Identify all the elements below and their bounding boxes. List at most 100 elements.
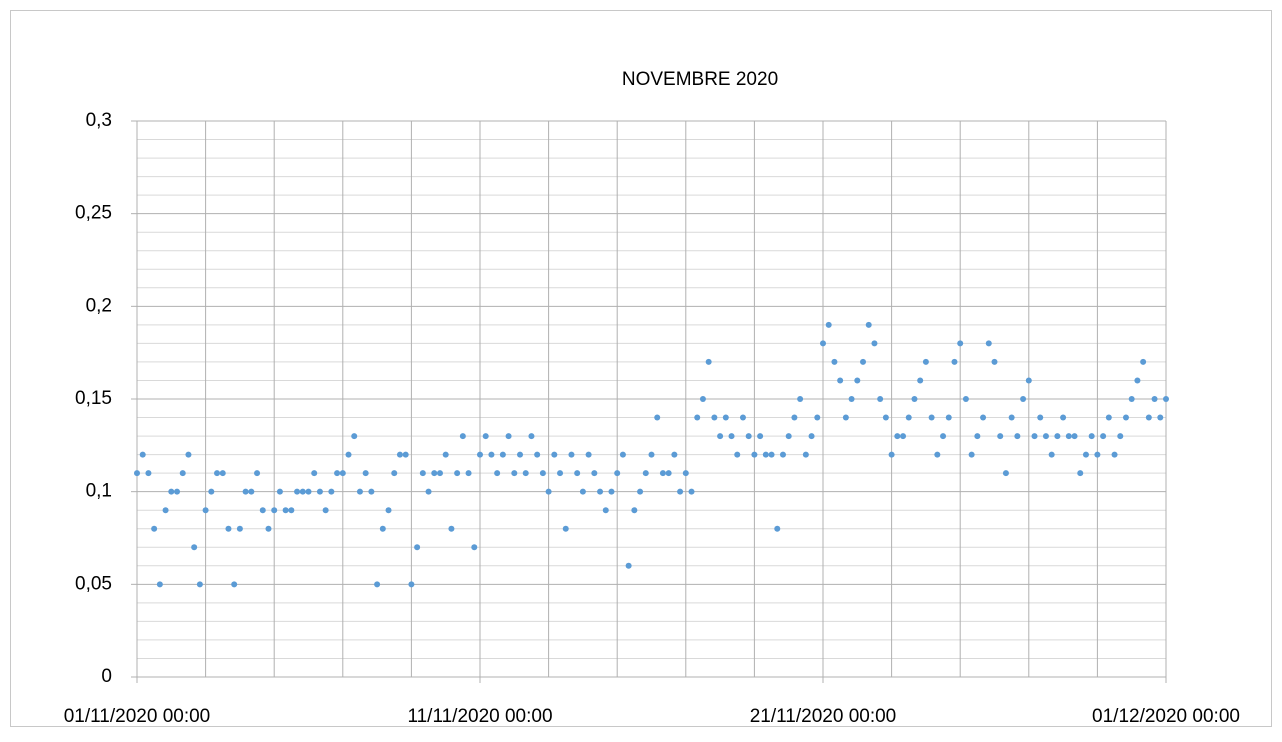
point [877, 396, 884, 402]
y-tick-label: 0,1 [86, 481, 112, 502]
y-tick-label: 0,05 [75, 573, 112, 594]
point [808, 433, 815, 440]
point [477, 451, 483, 458]
point [682, 470, 689, 477]
point [534, 451, 541, 458]
point [436, 470, 443, 477]
point [882, 414, 889, 421]
point [1054, 433, 1061, 440]
point [854, 377, 861, 384]
point [699, 396, 706, 402]
point [1105, 414, 1112, 421]
point [1060, 414, 1067, 421]
point [1128, 396, 1135, 402]
point [745, 433, 752, 440]
point [739, 414, 746, 421]
point [574, 470, 581, 477]
point [1157, 414, 1164, 421]
point [168, 488, 175, 495]
point [637, 488, 644, 495]
point [294, 488, 301, 495]
point [1100, 433, 1107, 440]
point [494, 470, 501, 477]
point [545, 488, 552, 495]
point [1094, 451, 1101, 458]
point [917, 377, 924, 384]
point [722, 414, 729, 421]
point [1117, 433, 1124, 440]
point [1134, 377, 1141, 384]
point [151, 525, 158, 532]
point [905, 414, 912, 421]
point [385, 507, 392, 514]
point [825, 321, 832, 328]
x-tick-label: 01/11/2020 00:00 [64, 706, 211, 727]
point [214, 470, 221, 477]
point [219, 470, 226, 477]
point [288, 507, 295, 514]
point [1014, 433, 1021, 440]
point [402, 451, 409, 458]
point [276, 488, 283, 495]
point [471, 544, 478, 551]
point [711, 414, 718, 421]
point [831, 358, 838, 365]
point [928, 414, 935, 421]
point [339, 470, 346, 477]
point [1122, 414, 1129, 421]
point [511, 470, 518, 477]
point [865, 321, 872, 328]
point [156, 581, 163, 588]
point [259, 507, 266, 514]
point [1151, 396, 1158, 402]
point [951, 358, 958, 365]
point [585, 451, 592, 458]
point [419, 470, 426, 477]
point [625, 562, 632, 569]
point [374, 581, 381, 588]
point [202, 507, 209, 514]
point [631, 507, 638, 514]
point [191, 544, 198, 551]
x-tick-label: 01/12/2020 00:00 [1092, 706, 1240, 727]
point [848, 396, 855, 402]
y-tick-label: 0,2 [86, 295, 112, 316]
point [962, 396, 969, 402]
point [779, 451, 786, 458]
point [985, 340, 992, 347]
point [694, 414, 701, 421]
point [396, 451, 403, 458]
point [1031, 433, 1038, 440]
point [802, 451, 809, 458]
point [768, 451, 775, 458]
point [282, 507, 289, 514]
point [997, 433, 1004, 440]
point [482, 433, 489, 440]
point [242, 488, 249, 495]
point [940, 433, 947, 440]
point [597, 488, 604, 495]
point [311, 470, 318, 477]
point [642, 470, 649, 477]
point [934, 451, 941, 458]
point [414, 544, 421, 551]
chart-title: NOVEMBRE 2020 [622, 69, 778, 90]
point [871, 340, 878, 347]
point [894, 433, 901, 440]
point [448, 525, 455, 532]
point [911, 396, 918, 402]
point [837, 377, 844, 384]
point [254, 470, 261, 477]
point [1042, 433, 1049, 440]
point [797, 396, 804, 402]
point [705, 358, 712, 365]
chart-border [10, 10, 1272, 727]
point [499, 451, 506, 458]
point [888, 451, 895, 458]
point [785, 433, 792, 440]
point [579, 488, 586, 495]
point [225, 525, 232, 532]
point [1111, 451, 1118, 458]
point [717, 433, 724, 440]
point [517, 451, 524, 458]
